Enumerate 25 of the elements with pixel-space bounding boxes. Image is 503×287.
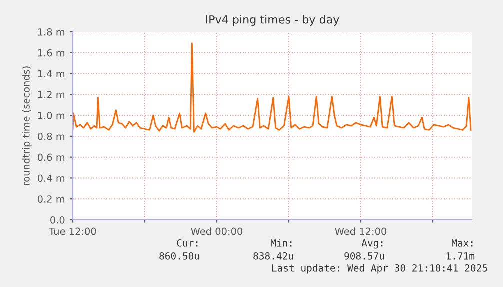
text: 860.50u [160, 252, 200, 260]
y-tick-label: 0.8 m [38, 132, 65, 140]
y-tick-label: 0.0 [50, 216, 65, 224]
x-tick-label: Tue 12:00 [49, 228, 96, 236]
text: Cur: [177, 239, 198, 247]
y-tick-label: 1.6 m [38, 49, 65, 57]
y-tick-label: 1.4 m [38, 70, 65, 78]
y-tick-label: 1.0 m [38, 112, 65, 120]
text: Avg: [362, 240, 383, 249]
text: 1.71m [446, 252, 475, 260]
text: Min: [270, 239, 292, 247]
y-tick-label: 0.4 m [38, 174, 65, 182]
text: 908.57u [344, 252, 384, 260]
text: 838.42u [254, 252, 294, 260]
y-axis-title: roundtrip time (seconds) [22, 66, 32, 186]
x-tick-label: Wed 00:00 [191, 228, 243, 236]
y-tick-label: 0.2 m [38, 196, 65, 203]
line-series [73, 42, 472, 133]
x-tick-label: Wed 12:00 [335, 228, 387, 236]
text: Max: [452, 240, 473, 247]
chart-title: IPv4 ping times - by day [206, 15, 340, 26]
y-tick-label: 1.2 m [38, 91, 65, 98]
y-tick-label: 1.8 m [38, 28, 65, 36]
text: Last update: Wed Apr 30 21:10:41 2025 [272, 264, 488, 274]
y-tick-label: 0.6 m [38, 154, 65, 162]
